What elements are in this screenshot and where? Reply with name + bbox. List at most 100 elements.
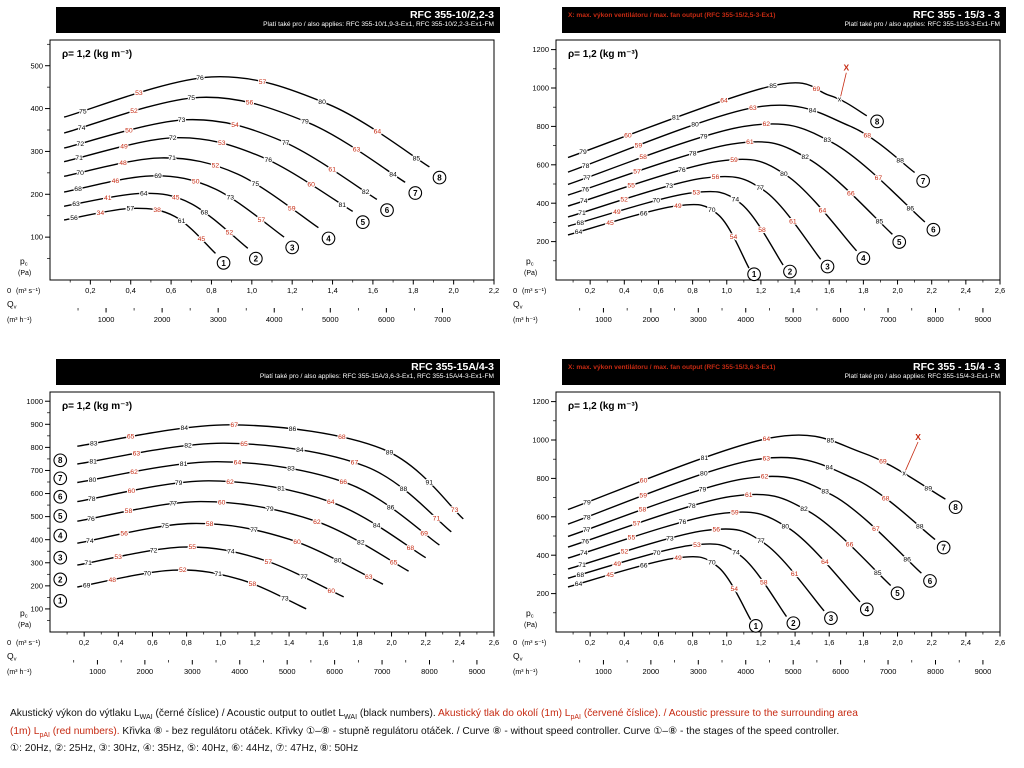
svg-text:71: 71 — [214, 571, 222, 578]
svg-text:2,2: 2,2 — [489, 286, 499, 295]
svg-text:0,6: 0,6 — [166, 286, 176, 295]
svg-text:81: 81 — [180, 461, 188, 468]
svg-text:57: 57 — [258, 217, 266, 224]
svg-text:8: 8 — [58, 456, 63, 465]
svg-text:61: 61 — [745, 492, 753, 499]
svg-text:75: 75 — [188, 95, 196, 102]
chart-title: RFC 355-10/2,2-3 — [409, 9, 494, 21]
svg-text:2: 2 — [788, 267, 793, 276]
svg-text:61: 61 — [328, 167, 336, 174]
svg-text:8000: 8000 — [421, 667, 438, 676]
svg-text:75: 75 — [252, 181, 260, 188]
svg-text:58: 58 — [249, 581, 257, 588]
svg-text:3000: 3000 — [690, 667, 707, 676]
svg-text:3: 3 — [58, 554, 63, 563]
svg-text:68: 68 — [576, 220, 584, 227]
svg-text:1,8: 1,8 — [858, 638, 868, 647]
svg-text:2,6: 2,6 — [995, 286, 1005, 295]
svg-text:0: 0 — [7, 286, 11, 295]
svg-text:1,0: 1,0 — [247, 286, 257, 295]
svg-text:ρ= 1,2 (kg m⁻³): ρ= 1,2 (kg m⁻³) — [62, 49, 132, 60]
chart-subtitle: Platí také pro / also applies: RFC 355-1… — [259, 373, 494, 381]
svg-text:4000: 4000 — [231, 667, 248, 676]
svg-text:76: 76 — [678, 167, 686, 174]
svg-text:73: 73 — [281, 596, 289, 603]
svg-text:56: 56 — [246, 100, 254, 107]
svg-text:70: 70 — [708, 559, 716, 566]
svg-text:69: 69 — [879, 459, 887, 466]
svg-text:1200: 1200 — [532, 45, 549, 54]
svg-text:85: 85 — [876, 219, 884, 226]
svg-text:81: 81 — [277, 486, 285, 493]
svg-text:400: 400 — [536, 199, 549, 208]
svg-text:80: 80 — [334, 558, 342, 565]
svg-text:ρ= 1,2 (kg m⁻³): ρ= 1,2 (kg m⁻³) — [62, 401, 132, 412]
svg-text:1,8: 1,8 — [352, 638, 362, 647]
svg-text:77: 77 — [250, 527, 258, 534]
svg-text:63: 63 — [353, 147, 361, 154]
svg-text:74: 74 — [580, 550, 588, 557]
svg-text:x: x — [838, 97, 842, 104]
svg-text:64: 64 — [234, 459, 242, 466]
svg-text:4000: 4000 — [266, 315, 283, 324]
svg-text:82: 82 — [184, 443, 192, 450]
svg-text:2,6: 2,6 — [489, 638, 499, 647]
svg-text:2000: 2000 — [137, 667, 154, 676]
svg-text:73: 73 — [451, 507, 459, 514]
svg-text:50: 50 — [192, 179, 200, 186]
svg-text:600: 600 — [536, 160, 549, 169]
svg-text:7000: 7000 — [880, 315, 897, 324]
svg-text:66: 66 — [846, 542, 854, 549]
svg-text:57: 57 — [259, 79, 267, 86]
svg-text:64: 64 — [720, 98, 728, 105]
svg-text:85: 85 — [769, 83, 777, 90]
svg-text:48: 48 — [119, 160, 127, 167]
svg-text:67: 67 — [230, 422, 238, 429]
svg-text:2000: 2000 — [643, 667, 660, 676]
chart-subtitle: Platí také pro / also applies: RFC 355-1… — [844, 21, 1000, 29]
svg-text:86: 86 — [289, 426, 297, 433]
svg-text:46: 46 — [112, 178, 120, 185]
svg-text:71: 71 — [578, 210, 586, 217]
svg-text:88: 88 — [916, 524, 924, 531]
svg-text:64: 64 — [575, 229, 583, 236]
svg-text:79: 79 — [175, 480, 183, 487]
svg-text:0,6: 0,6 — [653, 638, 663, 647]
svg-text:84: 84 — [180, 425, 188, 432]
svg-text:85: 85 — [413, 155, 421, 162]
svg-text:74: 74 — [86, 538, 94, 545]
svg-text:59: 59 — [730, 157, 738, 164]
svg-text:0,4: 0,4 — [126, 286, 136, 295]
svg-text:66: 66 — [847, 190, 855, 197]
svg-text:8: 8 — [437, 173, 442, 182]
svg-text:55: 55 — [628, 535, 636, 542]
svg-text:48: 48 — [108, 577, 116, 584]
svg-text:1000: 1000 — [595, 667, 612, 676]
svg-text:86: 86 — [903, 557, 911, 564]
svg-text:7: 7 — [413, 189, 418, 198]
svg-text:5: 5 — [361, 218, 366, 227]
svg-text:52: 52 — [621, 549, 629, 556]
svg-text:54: 54 — [730, 234, 738, 241]
chart-titles: RFC 355-10/2,2-3 Platí také pro / also a… — [263, 9, 494, 30]
svg-text:1,6: 1,6 — [824, 638, 834, 647]
svg-text:70: 70 — [143, 570, 151, 577]
svg-text:2,4: 2,4 — [961, 638, 971, 647]
svg-text:6: 6 — [928, 577, 933, 586]
svg-text:100: 100 — [30, 233, 43, 242]
svg-text:8000: 8000 — [927, 315, 944, 324]
svg-text:86: 86 — [387, 504, 395, 511]
chart-header-1: RFC 355-10/2,2-3 Platí také pro / also a… — [56, 7, 500, 33]
svg-text:62: 62 — [313, 519, 321, 526]
svg-text:73: 73 — [666, 535, 674, 542]
svg-text:61: 61 — [789, 218, 797, 225]
svg-text:49: 49 — [613, 209, 621, 216]
svg-text:84: 84 — [389, 171, 397, 178]
svg-text:57: 57 — [633, 169, 641, 176]
svg-text:(m³ s⁻¹): (m³ s⁻¹) — [16, 288, 40, 295]
svg-text:200: 200 — [30, 190, 43, 199]
svg-text:Qv: Qv — [7, 651, 17, 663]
svg-text:(m³ s⁻¹): (m³ s⁻¹) — [16, 640, 40, 647]
chart-header-2: X: max. výkon ventilátoru / max. fan out… — [562, 7, 1006, 33]
svg-text:63: 63 — [133, 450, 141, 457]
